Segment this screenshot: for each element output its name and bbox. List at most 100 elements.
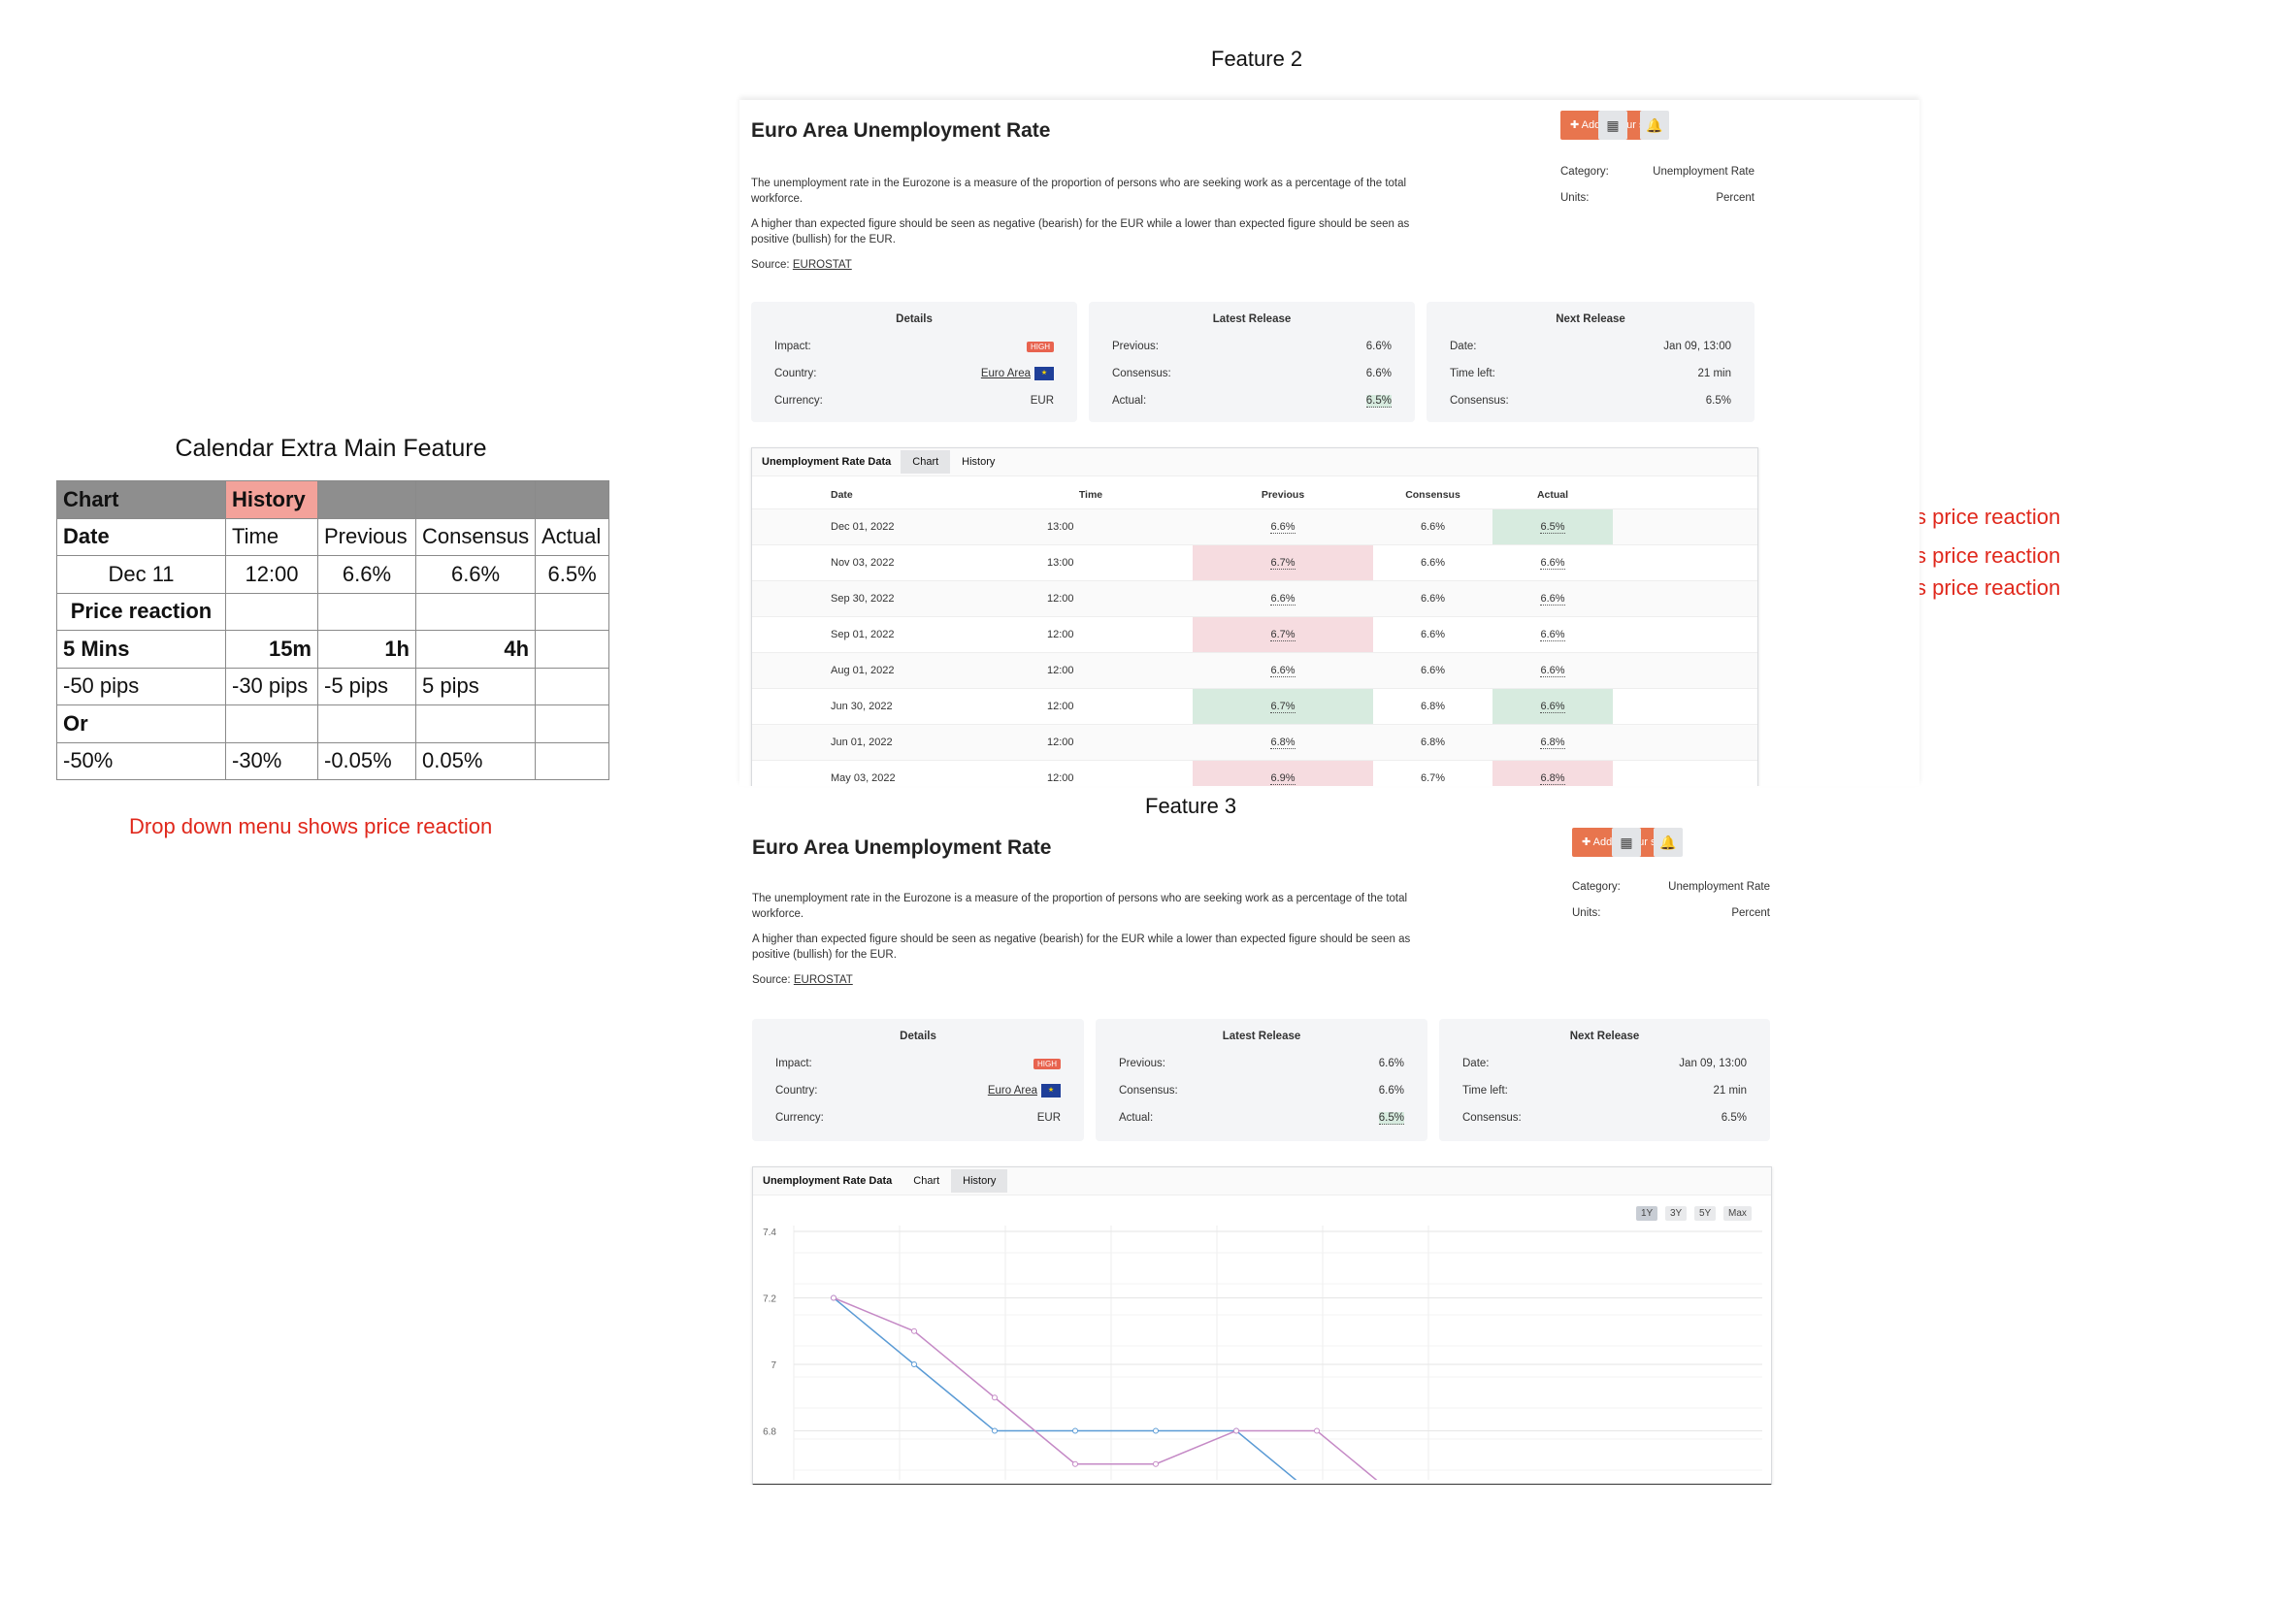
source-link[interactable]: EUROSTAT xyxy=(792,259,852,271)
currency-label: Currency: xyxy=(775,1112,824,1124)
eu-flag-icon: ★ xyxy=(1034,367,1054,380)
tab-chart[interactable]: Chart xyxy=(901,450,951,474)
range-3y-button[interactable]: 3Y xyxy=(1665,1206,1688,1221)
date-value: Jan 09, 13:00 xyxy=(1663,341,1731,352)
details-card: Details Impact: HIGH Country: Euro Area ★ C… xyxy=(751,302,1077,422)
cell-actual: 6.5% xyxy=(1492,508,1613,545)
impact-label: Impact: xyxy=(774,341,811,352)
cell-previous: 6.7% xyxy=(1193,688,1373,725)
price-reaction-label[interactable]: Price reaction xyxy=(56,592,226,631)
cell-time-value: 12:00 xyxy=(1047,629,1074,640)
cell-previous: 6.7% xyxy=(1193,616,1373,653)
source-label: Source: xyxy=(752,974,791,986)
table-row[interactable]: Sep 30, 2022 12:00 6.6% 6.6% 6.6% xyxy=(752,580,1757,617)
details-title: Details xyxy=(900,1031,936,1042)
cell-actual: 6.6% xyxy=(1492,688,1613,725)
feature3-label: Feature 3 xyxy=(1145,794,1237,818)
country-link[interactable]: Euro Area xyxy=(987,1085,1037,1097)
series-2-point[interactable] xyxy=(1233,1427,1239,1434)
y-tick-label: 7.2 xyxy=(763,1294,776,1305)
cell-time-value: 12:00 xyxy=(1047,665,1074,676)
range-1y-button[interactable]: 1Y xyxy=(1636,1206,1658,1221)
cell-time-value: 12:00 xyxy=(1047,593,1074,605)
spacer xyxy=(1613,760,1757,786)
cell-actual-value: 6.5% xyxy=(1540,521,1565,534)
next-release-card: Next Release Date: Jan 09, 13:00 Time lef… xyxy=(1427,302,1755,422)
series-2-point[interactable] xyxy=(1072,1460,1078,1467)
cell-date: Sep 30, 2022 xyxy=(830,580,989,617)
y-tick-label: 7 xyxy=(771,1360,776,1371)
history-table: Date Time Previous Consensus Actual Dec 01, … xyxy=(752,481,1757,786)
bell-button[interactable]: 🔔 xyxy=(1654,828,1683,857)
series-1-point[interactable] xyxy=(1153,1427,1159,1434)
table-row[interactable]: Jun 30, 2022 12:00 6.7% 6.8% 6.6% xyxy=(752,688,1757,725)
bell-icon: 🔔 xyxy=(1659,835,1677,850)
tab-history[interactable]: History xyxy=(962,456,996,468)
timeleft-label: Time left: xyxy=(1462,1085,1508,1097)
table-cell: 6.5% xyxy=(535,555,610,594)
table-cell xyxy=(225,592,318,631)
range-5y-button[interactable]: 5Y xyxy=(1694,1206,1717,1221)
details-title: Details xyxy=(896,313,933,325)
table-row[interactable]: Jun 01, 2022 12:00 6.8% 6.8% 6.8% xyxy=(752,724,1757,761)
tab-history[interactable]: History xyxy=(951,1169,1008,1193)
spacer xyxy=(752,688,830,725)
previous-label: Previous: xyxy=(1112,341,1159,352)
calendar-button[interactable]: ▦ xyxy=(1598,111,1627,140)
table-cell xyxy=(317,480,416,519)
cell-time-value: 12:00 xyxy=(1047,737,1074,748)
series-2-point[interactable] xyxy=(831,1294,836,1301)
cell-date-value: May 03, 2022 xyxy=(831,772,896,784)
table-row[interactable]: Sep 01, 2022 12:00 6.7% 6.6% 6.6% xyxy=(752,616,1757,653)
units-label: Units: xyxy=(1560,192,1590,204)
cell-consensus: 6.6% xyxy=(1373,616,1492,653)
series-2-point[interactable] xyxy=(1153,1460,1159,1467)
table-cell: 6.6% xyxy=(414,555,537,594)
table-cell xyxy=(414,480,537,519)
series-2-point[interactable] xyxy=(992,1394,998,1401)
table-row[interactable]: Aug 01, 2022 12:00 6.6% 6.6% 6.6% xyxy=(752,652,1757,689)
cell-date-value: Nov 03, 2022 xyxy=(831,557,895,569)
latest-release-card: Latest Release Previous: 6.6% Consensus: 6… xyxy=(1096,1019,1427,1141)
series-1-point[interactable] xyxy=(1072,1427,1078,1434)
tab-chart-cell[interactable]: Chart xyxy=(56,480,226,519)
next-title: Next Release xyxy=(1569,1031,1640,1042)
actual-value: 6.5% xyxy=(1378,1111,1404,1125)
table-row[interactable]: Dec 01, 2022 13:00 6.6% 6.6% 6.5% xyxy=(752,508,1757,545)
data-tabbar: Unemployment Rate Data Chart History xyxy=(752,448,1757,476)
consensus-value: 6.6% xyxy=(1365,368,1392,379)
series-2-point[interactable] xyxy=(1314,1427,1320,1434)
data-tabbar: Unemployment Rate Data Chart History xyxy=(753,1167,1771,1196)
eu-flag-icon: ★ xyxy=(1041,1084,1061,1097)
previous-label: Previous: xyxy=(1119,1058,1165,1069)
cell-previous-value: 6.6% xyxy=(1270,521,1296,534)
spacer xyxy=(752,544,830,581)
spacer xyxy=(752,508,830,545)
series-1-point[interactable] xyxy=(992,1427,998,1434)
series-2-point[interactable] xyxy=(911,1327,917,1334)
timeleft-value: 21 min xyxy=(1713,1085,1747,1097)
latest-release-card: Latest Release Previous: 6.6% Consensus: 6… xyxy=(1089,302,1415,422)
bell-button[interactable]: 🔔 xyxy=(1640,111,1669,140)
cell-actual: 6.6% xyxy=(1492,616,1613,653)
range-max-button[interactable]: Max xyxy=(1723,1206,1752,1221)
tab-history-cell[interactable]: History xyxy=(225,480,318,519)
timeleft-value: 21 min xyxy=(1697,368,1731,379)
description-1: The unemployment rate in the Eurozone is… xyxy=(752,893,1408,920)
table-cell xyxy=(535,630,610,669)
series-1-point[interactable] xyxy=(911,1361,917,1367)
cell-date-value: Jun 01, 2022 xyxy=(831,737,893,748)
source-link[interactable]: EUROSTAT xyxy=(793,974,853,986)
country-link[interactable]: Euro Area xyxy=(980,368,1031,380)
meta-info: Category: Unemployment Rate Units: Percent xyxy=(1560,166,1755,218)
cell-previous-value: 6.6% xyxy=(1270,593,1296,606)
units-value: Percent xyxy=(1731,907,1770,919)
calendar-button[interactable]: ▦ xyxy=(1612,828,1641,857)
next-consensus-label: Consensus: xyxy=(1450,395,1509,407)
table-row[interactable]: Nov 03, 2022 13:00 6.7% 6.6% 6.6% xyxy=(752,544,1757,581)
spacer xyxy=(752,760,830,786)
chart-bottom-mask xyxy=(753,1480,1771,1484)
cell-date: Aug 01, 2022 xyxy=(830,652,989,689)
tab-chart[interactable]: Chart xyxy=(913,1175,940,1187)
table-row[interactable]: May 03, 2022 12:00 6.9% 6.7% 6.8% xyxy=(752,760,1757,786)
